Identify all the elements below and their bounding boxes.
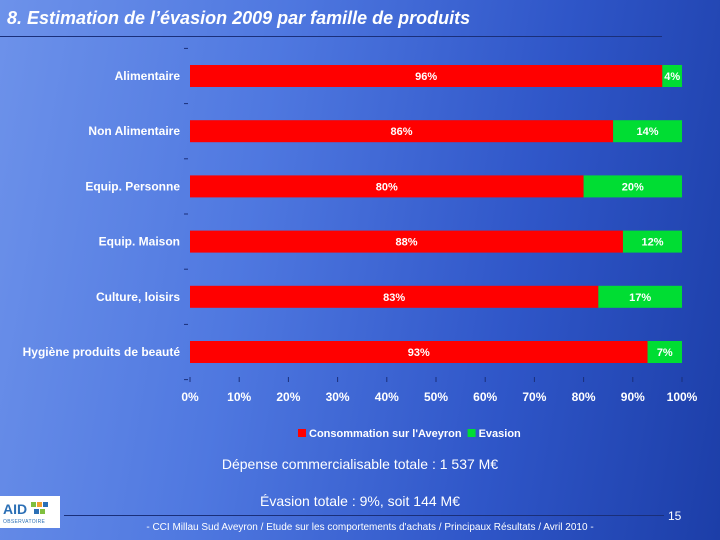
x-tick-label: 30% <box>326 390 350 404</box>
bar-consommation <box>190 285 599 308</box>
legend-swatch <box>467 429 476 437</box>
x-tick-label: 70% <box>522 390 546 404</box>
x-tick-label: 90% <box>621 390 645 404</box>
legend-label: Evasion <box>479 428 521 440</box>
data-label: 83% <box>383 292 405 304</box>
category-label: Equip. Maison <box>99 235 180 249</box>
data-label: 88% <box>395 237 417 249</box>
logo-dots-icon <box>31 502 48 514</box>
bar-consommation <box>190 65 663 87</box>
data-label: 14% <box>637 126 659 138</box>
legend-swatch <box>298 429 306 437</box>
x-tick-label: 0% <box>181 390 199 404</box>
bar-evasion <box>583 175 682 198</box>
aid-logo: AID OBSERVATOIRE <box>0 496 60 528</box>
bar-evasion <box>647 341 682 363</box>
x-tick-label: 10% <box>227 390 251 404</box>
data-label: 80% <box>376 181 398 193</box>
category-label: Non Alimentaire <box>88 124 180 138</box>
data-label: 17% <box>629 292 651 304</box>
bar-evasion <box>622 230 682 253</box>
title-divider <box>0 36 662 37</box>
total-evasion-note: Évasion totale : 9%, soit 144 M€ <box>260 493 460 509</box>
logo-subtext: OBSERVATOIRE <box>3 519 46 525</box>
data-label: 4% <box>664 71 680 83</box>
bar-consommation <box>190 175 584 198</box>
category-label: Culture, loisirs <box>96 290 180 304</box>
data-label: 7% <box>657 347 673 359</box>
footer-text: - CCI Millau Sud Aveyron / Etude sur les… <box>146 522 594 533</box>
x-tick-label: 40% <box>375 390 399 404</box>
x-tick-label: 50% <box>424 390 448 404</box>
data-label: 86% <box>391 126 413 138</box>
category-label: Equip. Personne <box>85 179 180 193</box>
x-tick-label: 20% <box>276 390 300 404</box>
data-label: 96% <box>415 71 437 83</box>
bar-consommation <box>190 341 648 363</box>
x-tick-label: 100% <box>667 390 698 404</box>
data-label: 12% <box>641 237 663 249</box>
page-title: 8. Estimation de l’évasion 2009 par fami… <box>7 8 471 28</box>
bar-evasion <box>598 285 682 308</box>
category-label: Alimentaire <box>115 69 181 83</box>
bar-evasion <box>613 120 682 143</box>
x-tick-label: 80% <box>572 390 596 404</box>
footer-divider <box>64 515 664 516</box>
total-spending-note: Dépense commercialisable totale : 1 537 … <box>221 456 499 472</box>
bar-evasion <box>662 65 682 87</box>
bar-consommation <box>190 120 614 143</box>
data-label: 20% <box>622 181 644 193</box>
page-number: 15 <box>668 509 682 523</box>
category-label: Hygiène produits de beauté <box>23 345 181 359</box>
bar-consommation <box>190 230 623 253</box>
logo-text: AID <box>3 501 28 517</box>
evasion-bar-chart: Alimentaire 96% 4% Non Alimentaire 86% 14% Equ… <box>23 47 698 440</box>
x-tick-label: 60% <box>473 390 497 404</box>
data-label: 93% <box>408 347 430 359</box>
legend-label: Consommation sur l'Aveyron <box>309 428 462 440</box>
